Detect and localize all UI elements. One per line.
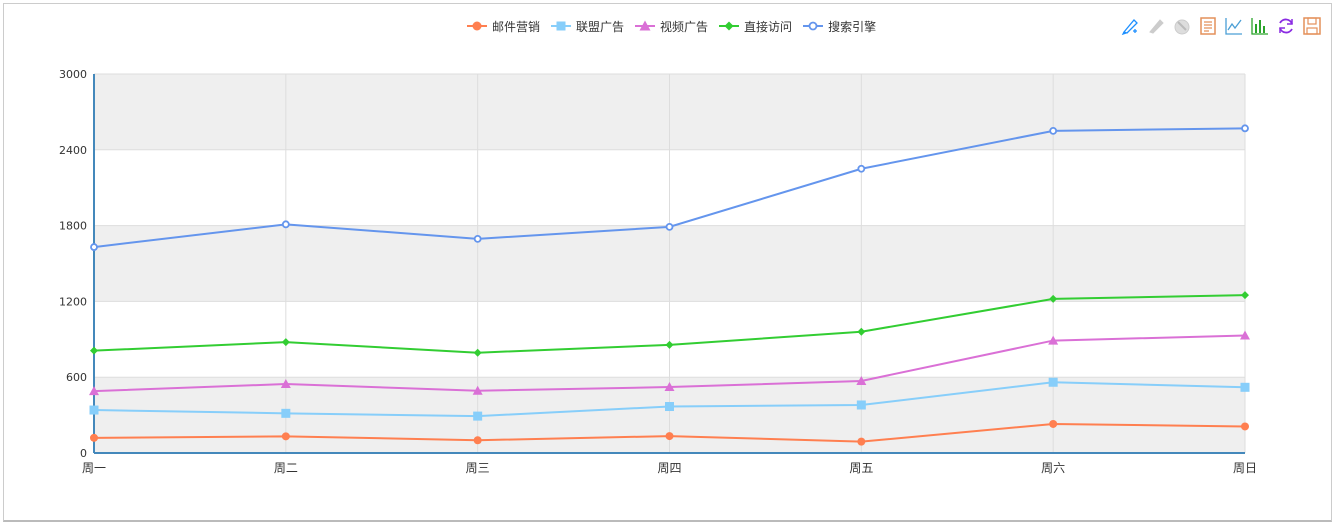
data-point[interactable] bbox=[665, 402, 674, 412]
mark-clear-icon[interactable] bbox=[1172, 16, 1192, 36]
data-point[interactable] bbox=[856, 375, 867, 385]
line-chart-icon[interactable] bbox=[1224, 16, 1244, 36]
series-line[interactable] bbox=[90, 124, 1249, 251]
data-view-icon[interactable] bbox=[1198, 16, 1218, 36]
legend: 邮件营销 联盟广告 视频广告 直接访问 搜索引擎 bbox=[466, 16, 876, 36]
legend-item[interactable]: 邮件营销 bbox=[466, 18, 540, 35]
data-point[interactable] bbox=[281, 408, 291, 418]
y-tick-label: 2400 bbox=[59, 144, 87, 157]
data-point[interactable] bbox=[90, 346, 98, 355]
legend-item[interactable]: 搜索引擎 bbox=[802, 18, 876, 35]
data-point[interactable] bbox=[473, 348, 482, 357]
data-point[interactable] bbox=[1049, 294, 1058, 303]
x-tick-label: 周五 bbox=[849, 461, 873, 475]
y-tick-label: 600 bbox=[66, 371, 87, 384]
data-point[interactable] bbox=[1240, 382, 1250, 392]
legend-label: 搜索引擎 bbox=[828, 19, 877, 34]
data-point[interactable] bbox=[1240, 330, 1250, 340]
data-point[interactable] bbox=[1241, 124, 1249, 133]
legend-item[interactable]: 联盟广告 bbox=[550, 18, 624, 35]
bar-chart-icon[interactable] bbox=[1250, 16, 1270, 36]
data-point[interactable] bbox=[473, 234, 482, 243]
legend-circle-icon bbox=[467, 21, 487, 31]
legend-label: 邮件营销 bbox=[492, 19, 541, 34]
data-point[interactable] bbox=[857, 437, 866, 446]
legend-empty-circle-icon bbox=[803, 21, 824, 31]
data-point[interactable] bbox=[1048, 335, 1059, 345]
data-point[interactable] bbox=[280, 379, 291, 389]
data-point[interactable] bbox=[665, 340, 674, 349]
data-point[interactable] bbox=[1241, 291, 1249, 300]
data-point[interactable] bbox=[89, 386, 99, 396]
y-tick-label: 3000 bbox=[59, 68, 87, 81]
x-tick-label: 周三 bbox=[466, 461, 490, 475]
data-point[interactable] bbox=[90, 243, 98, 251]
save-image-icon[interactable] bbox=[1302, 16, 1322, 36]
y-tick-label: 1800 bbox=[59, 220, 87, 233]
legend-square-icon bbox=[551, 21, 572, 31]
series-line[interactable] bbox=[89, 330, 1250, 396]
data-point[interactable] bbox=[89, 405, 99, 415]
x-tick-label: 周日 bbox=[1233, 461, 1257, 475]
mark-icon[interactable] bbox=[1120, 16, 1140, 36]
series-line[interactable] bbox=[89, 377, 1250, 421]
data-point[interactable] bbox=[857, 327, 866, 336]
legend-item[interactable]: 视频广告 bbox=[634, 18, 708, 35]
legend-label: 联盟广告 bbox=[576, 19, 625, 34]
series-line[interactable] bbox=[90, 291, 1249, 357]
data-point[interactable] bbox=[1241, 422, 1249, 431]
x-tick-label: 周四 bbox=[657, 461, 681, 475]
x-tick-label: 周一 bbox=[82, 461, 106, 475]
legend-diamond-icon bbox=[719, 21, 740, 31]
data-point[interactable] bbox=[1048, 377, 1058, 387]
legend-label: 视频广告 bbox=[660, 19, 709, 34]
chart-container bbox=[3, 3, 1332, 522]
data-point[interactable] bbox=[281, 432, 290, 441]
restore-icon[interactable] bbox=[1276, 16, 1296, 36]
data-point[interactable] bbox=[664, 382, 675, 392]
series-line[interactable] bbox=[90, 419, 1249, 446]
data-point[interactable] bbox=[281, 220, 290, 229]
data-point[interactable] bbox=[665, 222, 674, 231]
x-tick-label: 周六 bbox=[1041, 461, 1065, 475]
mark-undo-icon[interactable] bbox=[1146, 16, 1166, 36]
data-point[interactable] bbox=[1049, 419, 1058, 428]
legend-label: 直接访问 bbox=[744, 19, 793, 34]
y-tick-label: 0 bbox=[80, 447, 87, 460]
legend-item[interactable]: 直接访问 bbox=[718, 18, 792, 35]
data-point[interactable] bbox=[473, 436, 482, 445]
y-tick-label: 1200 bbox=[59, 295, 87, 308]
legend-triangle-icon bbox=[635, 20, 656, 31]
toolbox bbox=[1120, 16, 1322, 36]
data-point[interactable] bbox=[281, 338, 290, 347]
data-point[interactable] bbox=[856, 400, 866, 410]
data-point[interactable] bbox=[665, 432, 674, 441]
data-point[interactable] bbox=[472, 385, 483, 395]
data-point[interactable] bbox=[857, 164, 866, 173]
x-tick-label: 周二 bbox=[274, 461, 298, 475]
data-point[interactable] bbox=[473, 411, 483, 421]
data-point[interactable] bbox=[90, 433, 98, 442]
data-point[interactable] bbox=[1049, 126, 1058, 135]
